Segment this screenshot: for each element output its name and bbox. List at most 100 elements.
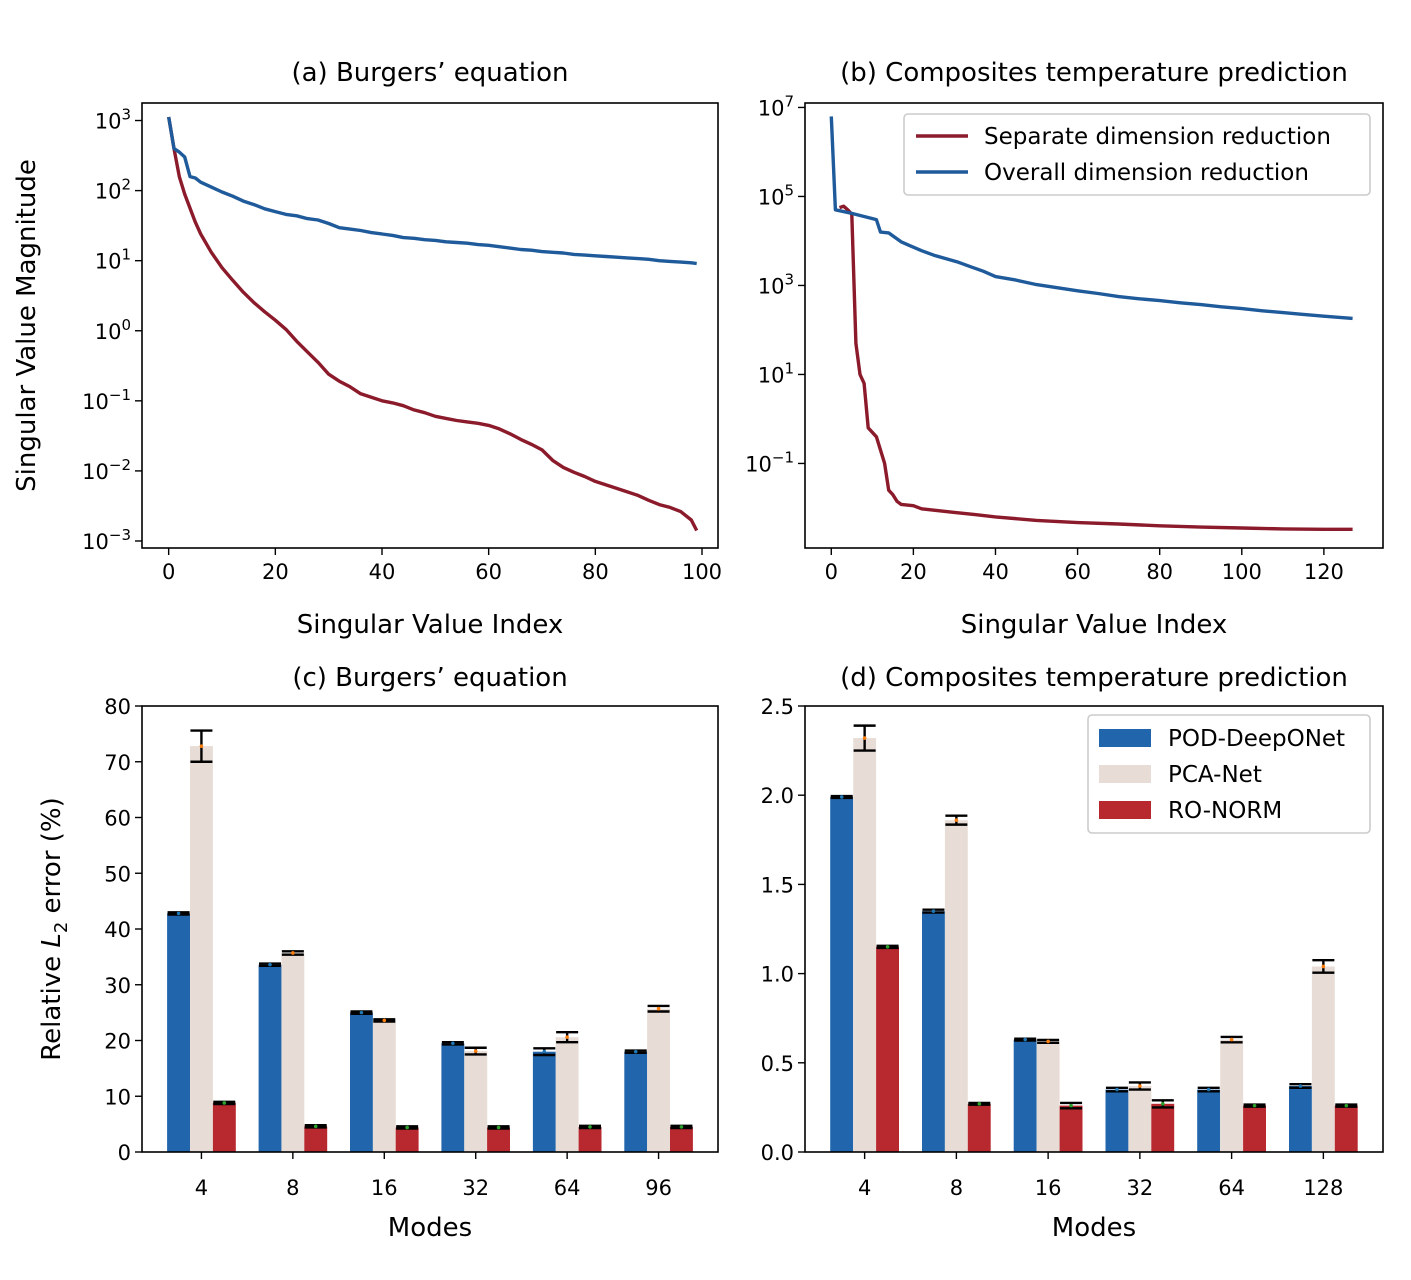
mean-marker bbox=[176, 911, 181, 916]
y-tick-label: 0 bbox=[118, 1141, 131, 1165]
legend-swatch-pod-deeponet bbox=[1099, 729, 1151, 747]
mean-marker bbox=[1229, 1037, 1234, 1042]
mean-marker bbox=[565, 1035, 569, 1039]
bar-pod-deeponet-8 bbox=[258, 964, 282, 1152]
y-tick-label: 1.0 bbox=[761, 963, 794, 987]
bar-pca-net-32 bbox=[1128, 1086, 1152, 1152]
y-tick-label: 100 bbox=[95, 316, 131, 344]
panel-title: (a) Burgers’ equation bbox=[291, 58, 568, 88]
x-tick-label: 40 bbox=[369, 560, 396, 584]
panel-b-singular-values-composites: 0 20 40 60 80 100 120 10−1 101 103 105 107 (b) Compo… bbox=[745, 58, 1384, 640]
x-tick-label: 60 bbox=[1064, 560, 1091, 584]
x-tick-label: 40 bbox=[982, 560, 1009, 584]
x-tick-label: 96 bbox=[645, 1176, 672, 1200]
bar-pca-net-128 bbox=[1311, 966, 1335, 1152]
mean-marker bbox=[199, 744, 204, 748]
series-line-separate-dimension-reduction bbox=[838, 204, 1353, 531]
plot-frame bbox=[804, 705, 1384, 1153]
legend-label: RO-NORM bbox=[1168, 798, 1282, 824]
mean-marker bbox=[1023, 1037, 1027, 1042]
y-tick-label: 70 bbox=[104, 751, 131, 775]
bar-pca-net-96 bbox=[647, 1008, 670, 1152]
x-tick-label: 20 bbox=[900, 560, 927, 584]
bar-pca-net-16 bbox=[372, 1020, 396, 1152]
x-tick-label: 0 bbox=[162, 560, 175, 584]
mean-marker bbox=[633, 1049, 638, 1054]
bar-pod-deeponet-4 bbox=[830, 797, 854, 1152]
bar-pod-deeponet-64 bbox=[532, 1051, 556, 1152]
y-tick-label: 10−1 bbox=[745, 448, 794, 476]
y-axis-label: Relative L2 error (%) bbox=[37, 797, 72, 1061]
bar-ro-norm-8 bbox=[304, 1126, 328, 1152]
y-tick-label: 30 bbox=[104, 974, 131, 998]
x-tick-label: 60 bbox=[475, 560, 502, 584]
y-tick-label: 102 bbox=[95, 176, 131, 204]
bar-ro-norm-64 bbox=[578, 1126, 602, 1152]
legend-label: Separate dimension reduction bbox=[984, 124, 1331, 150]
mean-marker bbox=[1206, 1087, 1211, 1092]
mean-marker bbox=[1069, 1103, 1073, 1108]
y-tick-label: 10 bbox=[104, 1085, 131, 1109]
y-tick-label: 101 bbox=[95, 246, 131, 274]
y-tick-label: 0.5 bbox=[761, 1052, 794, 1076]
bar-pod-deeponet-32 bbox=[1105, 1089, 1129, 1152]
y-tick-label: 10−3 bbox=[82, 526, 131, 554]
bar-pod-deeponet-16 bbox=[350, 1012, 373, 1152]
bar-ro-norm-4 bbox=[876, 946, 899, 1152]
y-tick-label: 2.0 bbox=[761, 784, 794, 808]
panel-title: (c) Burgers’ equation bbox=[292, 663, 567, 693]
mean-marker bbox=[313, 1124, 318, 1129]
mean-marker bbox=[473, 1049, 478, 1053]
mean-marker bbox=[542, 1049, 547, 1054]
x-tick-label: 20 bbox=[262, 560, 289, 584]
mean-marker bbox=[359, 1010, 364, 1015]
y-tick-label: 2.5 bbox=[761, 695, 794, 719]
mean-marker bbox=[1252, 1103, 1257, 1108]
mean-marker bbox=[382, 1018, 387, 1023]
mean-marker bbox=[222, 1101, 227, 1105]
x-tick-label: 4 bbox=[858, 1176, 871, 1200]
bar-pod-deeponet-96 bbox=[624, 1051, 648, 1152]
legend-box bbox=[1087, 714, 1371, 834]
bar-pca-net-8 bbox=[281, 953, 305, 1152]
bar-ro-norm-64 bbox=[1243, 1105, 1266, 1152]
mean-marker bbox=[1344, 1103, 1349, 1108]
x-tick-label: 16 bbox=[1035, 1176, 1062, 1200]
mean-marker bbox=[588, 1125, 592, 1129]
bar-ro-norm-8 bbox=[967, 1103, 991, 1152]
bar-pod-deeponet-32 bbox=[441, 1043, 465, 1152]
bar-pod-deeponet-64 bbox=[1197, 1089, 1221, 1152]
y-tick-label: 101 bbox=[758, 359, 794, 387]
y-tick-label: 20 bbox=[104, 1030, 131, 1054]
legend-label: POD-DeepONet bbox=[1168, 726, 1345, 752]
x-tick-label: 0 bbox=[825, 560, 838, 584]
y-tick-label: 60 bbox=[104, 807, 131, 831]
legend-label: Overall dimension reduction bbox=[984, 160, 1309, 186]
y-tick-label: 103 bbox=[95, 106, 131, 134]
mean-marker bbox=[1046, 1039, 1050, 1044]
x-tick-label: 80 bbox=[582, 560, 609, 584]
bar-pca-net-64 bbox=[1220, 1039, 1244, 1152]
series-line-overall-dimension-reduction bbox=[167, 116, 697, 266]
bar-pca-net-64 bbox=[555, 1037, 579, 1152]
y-tick-label: 105 bbox=[758, 181, 794, 209]
y-tick-label: 1.5 bbox=[761, 873, 794, 897]
x-tick-label: 64 bbox=[1218, 1176, 1245, 1200]
mean-marker bbox=[268, 962, 272, 967]
bar-pod-deeponet-16 bbox=[1013, 1039, 1037, 1152]
mean-marker bbox=[954, 818, 959, 822]
mean-marker bbox=[931, 909, 936, 913]
x-tick-label: 128 bbox=[1303, 1176, 1343, 1200]
panel-a-singular-values-burgers: 0 20 40 60 80 100 10−3 10−2 10−1 100 101 102 103 (a) … bbox=[12, 58, 722, 640]
panel-c-errors-burgers: 4 8 16 32 64 96 0 10 20 30 40 50 60 70 80 (c) Burgers’ … bbox=[37, 663, 719, 1243]
bar-pca-net-4 bbox=[853, 738, 877, 1152]
x-tick-label: 80 bbox=[1146, 560, 1173, 584]
y-tick-label: 103 bbox=[758, 270, 794, 298]
mean-marker bbox=[451, 1041, 455, 1046]
x-axis-label: Modes bbox=[1052, 1213, 1136, 1243]
panel-d-errors-composites: 4 8 16 32 64 128 0.0 0.5 1.0 1.5 2.0 2.5 (d) Composi… bbox=[761, 663, 1384, 1243]
x-tick-label: 8 bbox=[286, 1176, 299, 1200]
x-axis-label: Modes bbox=[388, 1213, 472, 1243]
bar-pca-net-16 bbox=[1036, 1041, 1060, 1152]
x-axis-label: Singular Value Index bbox=[297, 610, 564, 640]
